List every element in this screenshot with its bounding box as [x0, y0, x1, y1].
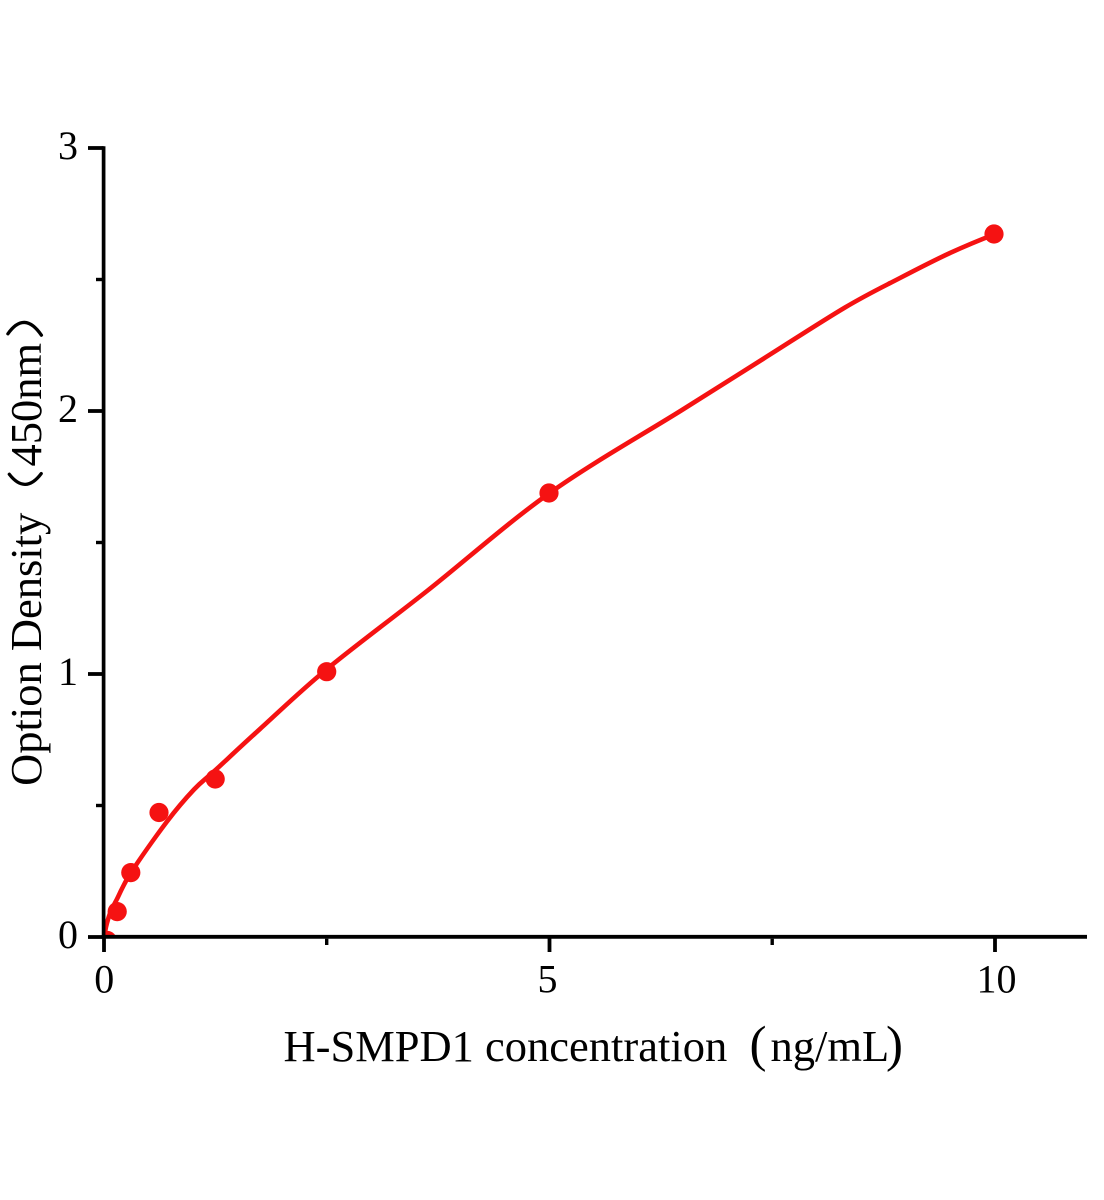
svg-text:0: 0	[58, 912, 78, 957]
svg-text:2: 2	[58, 386, 78, 431]
svg-text:450nm: 450nm	[1, 343, 51, 467]
svg-text:10: 10	[977, 957, 1017, 1002]
svg-text:0: 0	[94, 957, 114, 1002]
svg-text:1: 1	[58, 649, 78, 694]
svg-text:H-SMPD1 concentration: H-SMPD1 concentration	[284, 1021, 728, 1071]
svg-text:): )	[886, 1017, 903, 1073]
svg-text:5: 5	[538, 957, 558, 1002]
svg-text:ng/mL: ng/mL	[771, 1021, 890, 1071]
svg-text:3: 3	[58, 123, 78, 168]
svg-text:(: (	[750, 1017, 767, 1073]
svg-text:Option Density: Option Density	[1, 512, 51, 786]
